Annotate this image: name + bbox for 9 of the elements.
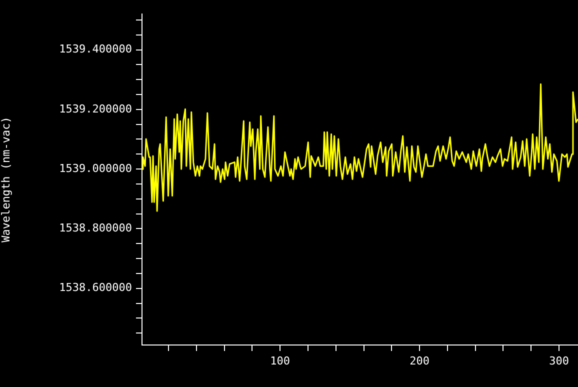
y-tick-label: 1539.000000	[59, 162, 132, 175]
x-tick-label: 200	[410, 354, 430, 368]
x-tick-label: 100	[270, 354, 290, 368]
y-tick-label: 1539.400000	[59, 42, 132, 56]
y-tick-label: 1538.800000	[59, 222, 132, 235]
y-tick-label: 1538.600000	[59, 281, 132, 294]
y-tick-label: 1539.200000	[59, 102, 132, 116]
x-tick-label: 300	[549, 354, 569, 368]
y-axis-title: Wavelength (nm-vac)	[0, 116, 12, 242]
